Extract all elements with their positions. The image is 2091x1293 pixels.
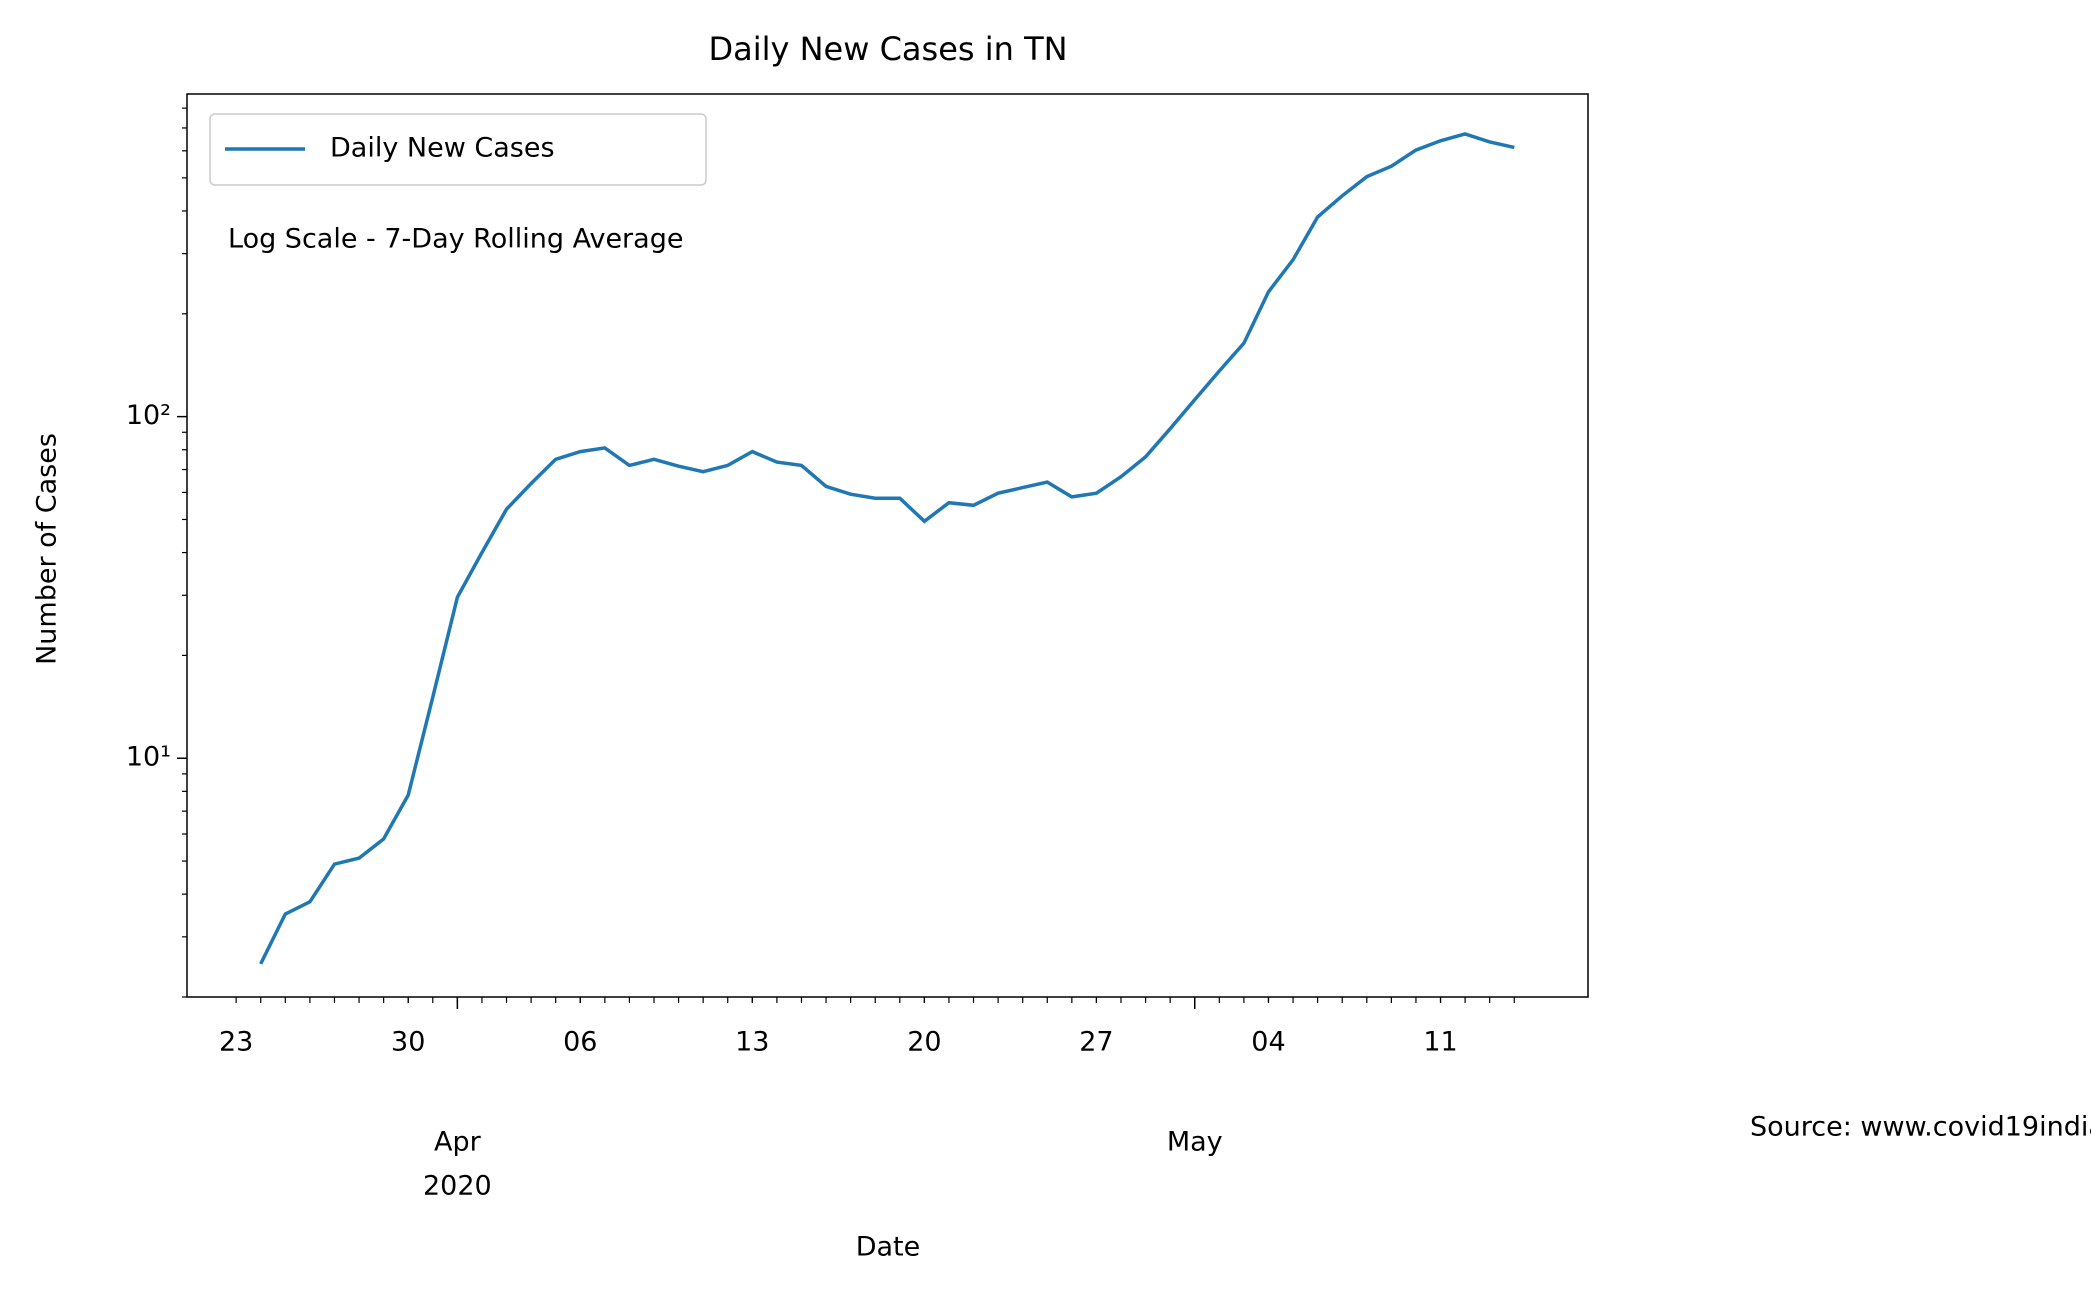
- x-tick-label: 30: [391, 1027, 425, 1058]
- data-line: [259, 132, 1515, 965]
- x-axis-label: Date: [856, 1232, 921, 1263]
- x-tick-label: 20: [907, 1027, 941, 1058]
- annotation: Log Scale - 7-Day Rolling Average: [228, 224, 683, 255]
- x-tick-label: 23: [219, 1027, 253, 1058]
- year-label: 2020: [423, 1171, 492, 1202]
- legend-label: Daily New Cases: [330, 133, 555, 164]
- x-tick-label: 04: [1251, 1027, 1285, 1058]
- x-tick-label: 06: [563, 1027, 597, 1058]
- y-tick-label: 10²: [126, 400, 171, 431]
- chart-title: Daily New Cases in TN: [708, 30, 1067, 68]
- x-tick-label: 11: [1423, 1027, 1457, 1058]
- month-label: Apr: [434, 1127, 482, 1158]
- plot-frame: [186, 93, 1589, 998]
- x-tick-label: 27: [1079, 1027, 1113, 1058]
- x-tick-label: 13: [735, 1027, 769, 1058]
- legend-box: [209, 113, 707, 186]
- month-label: May: [1167, 1127, 1223, 1158]
- source-note: Source: www.covid19india.org: [1750, 1112, 2091, 1143]
- y-tick-label: 10¹: [126, 742, 171, 773]
- y-axis-label: Number of Cases: [32, 433, 63, 665]
